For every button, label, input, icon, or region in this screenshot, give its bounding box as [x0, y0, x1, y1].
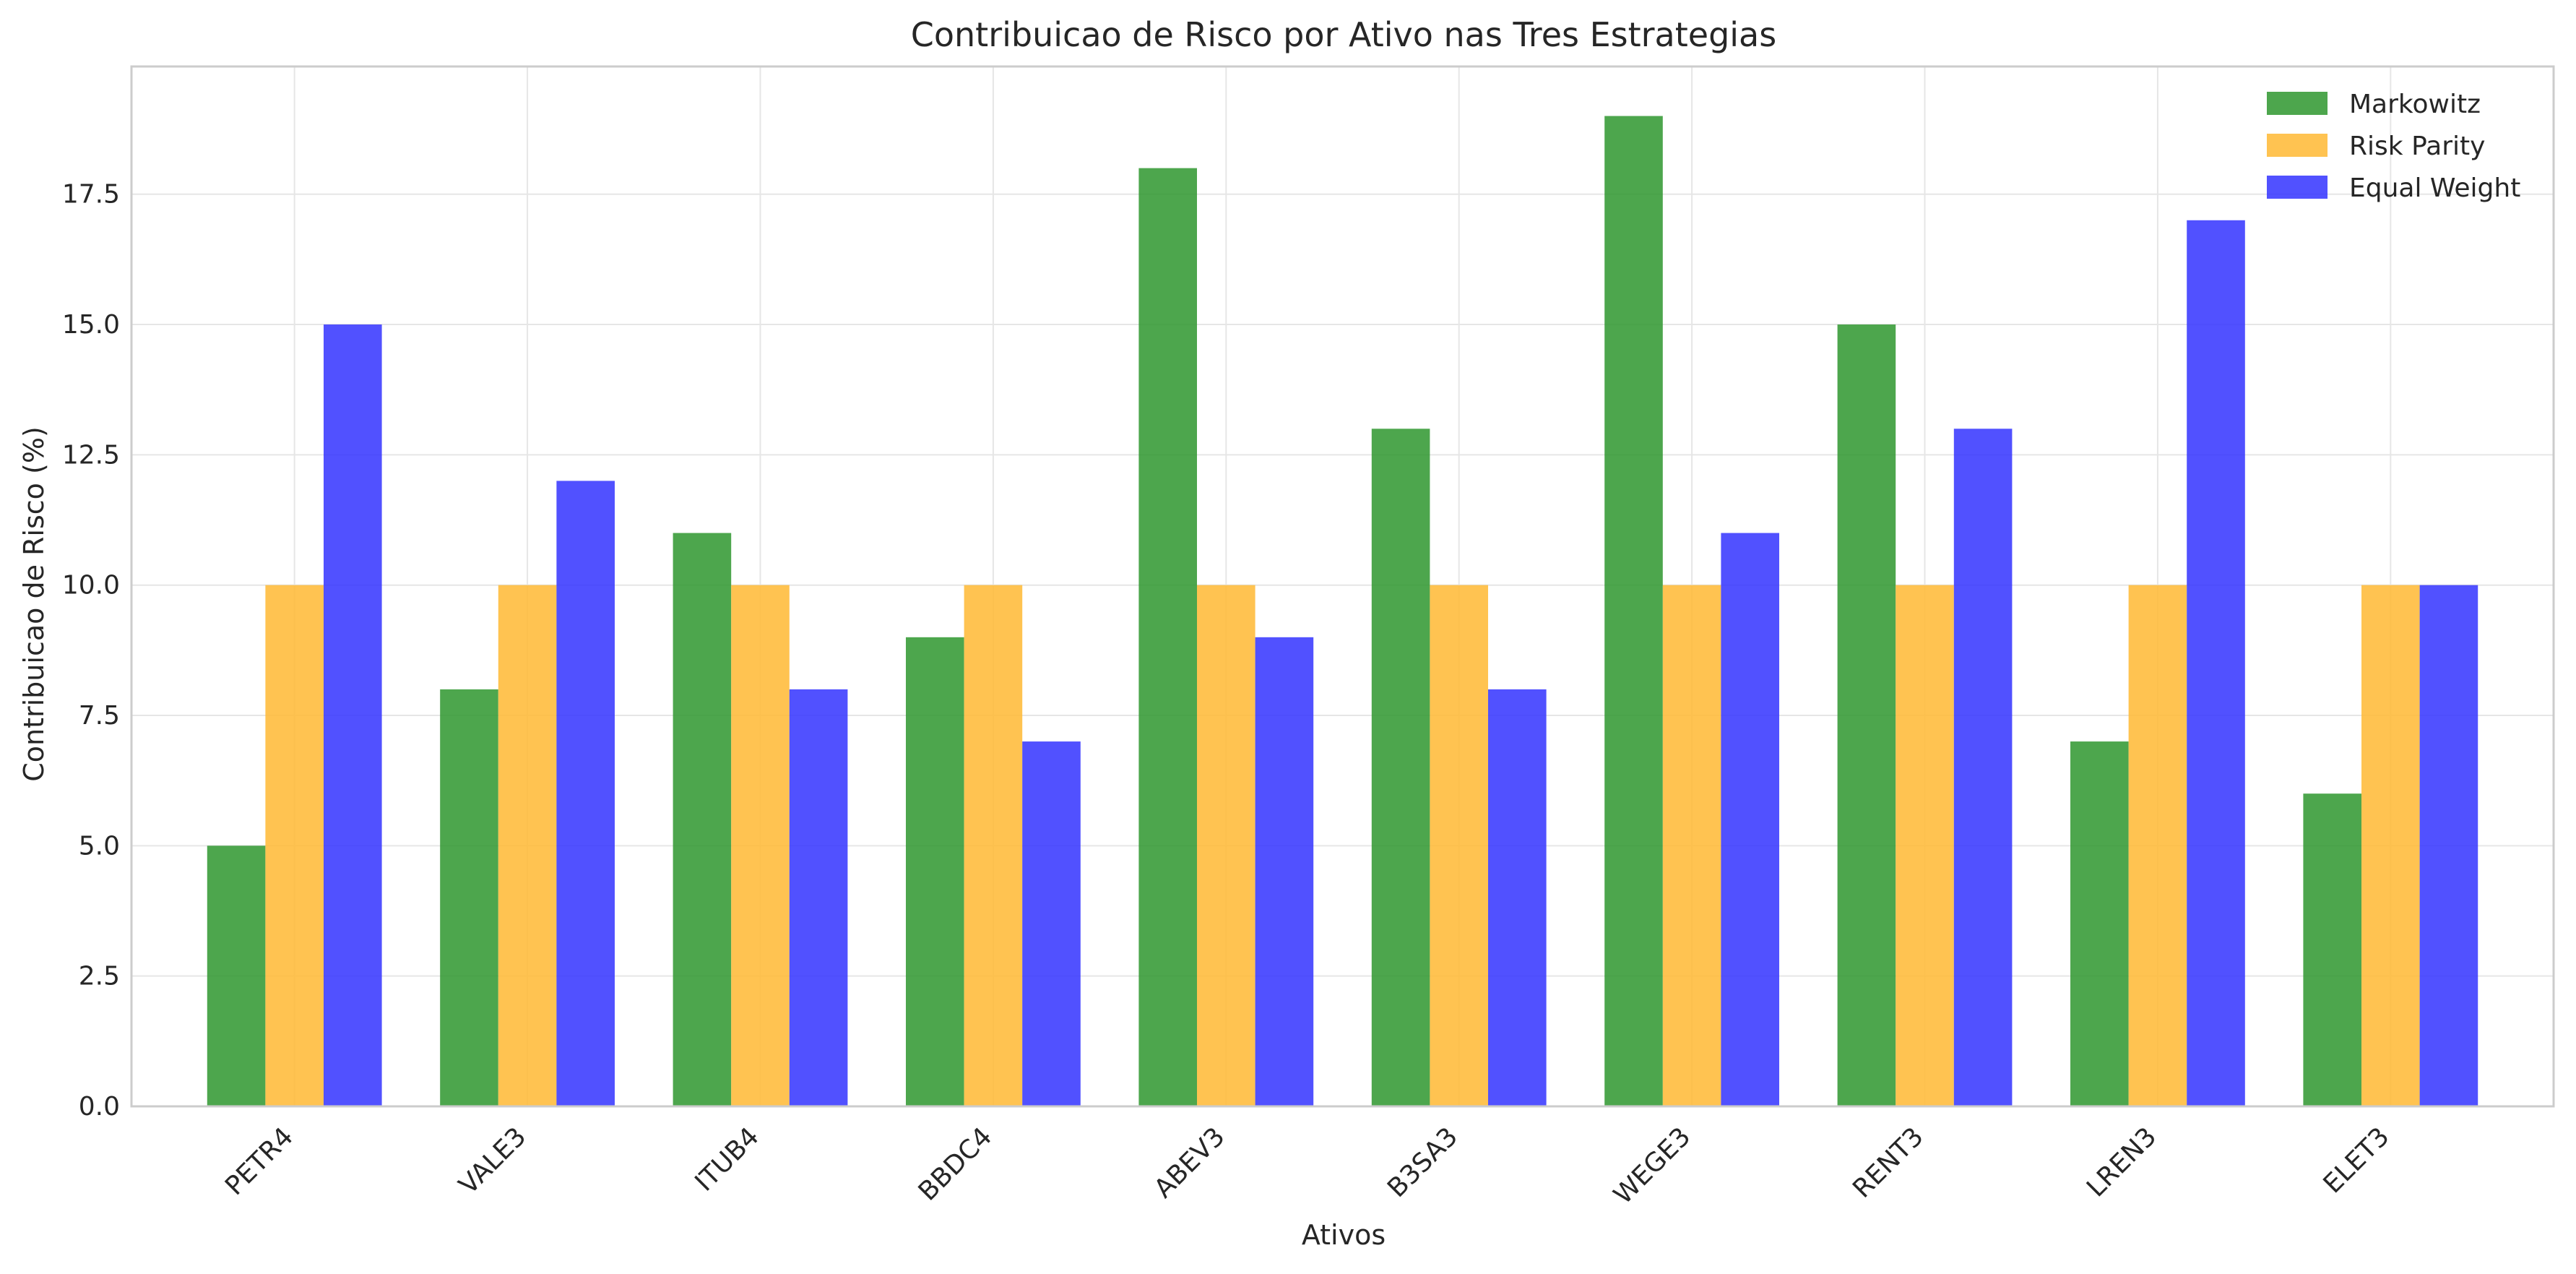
- bar-risk-parity-itub4: [731, 585, 790, 1106]
- x-tick-label: VALE3: [454, 1122, 532, 1200]
- x-axis-label: Ativos: [1302, 1219, 1386, 1251]
- bar-risk-parity-b3sa3: [1430, 585, 1489, 1106]
- x-tick-labels: PETR4 VALE3 ITUB4 BBDC4 ABEV3 B3SA3 WEGE3 RENT3…: [220, 1122, 2395, 1210]
- bar-equal-weight-elet3: [2419, 585, 2478, 1106]
- y-tick-label: 2.5: [79, 962, 120, 991]
- bar-markowitz-rent3: [1837, 324, 1896, 1106]
- x-tick-label: B3SA3: [1382, 1122, 1464, 1203]
- bar-risk-parity-petr4: [265, 585, 324, 1106]
- y-tick-label: 5.0: [79, 831, 120, 861]
- bar-equal-weight-rent3: [1953, 429, 2013, 1106]
- bar-markowitz-b3sa3: [1371, 429, 1430, 1106]
- x-tick-label: RENT3: [1847, 1122, 1929, 1204]
- x-tick-label: ELET3: [2318, 1122, 2395, 1199]
- y-tick-label: 7.5: [79, 701, 120, 731]
- bar-risk-parity-wege3: [1662, 585, 1721, 1106]
- chart-title: Contribuicao de Risco por Ativo nas Tres…: [911, 15, 1776, 54]
- y-tick-label: 15.0: [62, 310, 120, 340]
- legend-swatch: [2267, 92, 2328, 115]
- y-axis-label: Contribuicao de Risco (%): [18, 426, 50, 782]
- bar-markowitz-lren3: [2070, 741, 2129, 1106]
- bar-markowitz-bbdc4: [905, 637, 964, 1106]
- bar-risk-parity-lren3: [2128, 585, 2187, 1106]
- plot-frame: [130, 65, 2555, 1108]
- bar-equal-weight-vale3: [556, 481, 615, 1106]
- legend: Markowitz Risk Parity Equal Weight: [2267, 90, 2520, 203]
- y-tick-label: 12.5: [62, 440, 120, 470]
- bar-risk-parity-vale3: [498, 585, 557, 1106]
- x-tick-label: PETR4: [220, 1122, 299, 1201]
- bar-equal-weight-bbdc4: [1022, 741, 1081, 1106]
- x-tick-label: WEGE3: [1608, 1122, 1696, 1210]
- bar-equal-weight-lren3: [2187, 220, 2245, 1107]
- legend-swatch: [2267, 176, 2328, 199]
- bar-equal-weight-petr4: [323, 324, 382, 1106]
- bar-equal-weight-abev3: [1255, 637, 1314, 1106]
- y-tick-label: 10.0: [62, 571, 120, 601]
- bar-equal-weight-itub4: [789, 689, 848, 1106]
- bar-markowitz-vale3: [440, 689, 498, 1106]
- bars: [207, 116, 2478, 1107]
- bar-risk-parity-elet3: [2361, 585, 2420, 1106]
- bar-equal-weight-b3sa3: [1488, 689, 1547, 1106]
- x-tick-label: LREN3: [2081, 1122, 2162, 1202]
- legend-label: Risk Parity: [2349, 132, 2485, 161]
- bar-markowitz-itub4: [673, 533, 732, 1106]
- bar-risk-parity-rent3: [1896, 585, 1954, 1106]
- y-tick-label: 0.0: [79, 1092, 120, 1122]
- bar-markowitz-petr4: [207, 845, 266, 1106]
- legend-swatch: [2267, 134, 2328, 157]
- y-tick-label: 17.5: [62, 180, 120, 210]
- x-tick-label: ABEV3: [1149, 1122, 1231, 1204]
- bar-risk-parity-bbdc4: [964, 585, 1023, 1106]
- legend-label: Equal Weight: [2349, 173, 2520, 203]
- bar-equal-weight-wege3: [1721, 533, 1780, 1106]
- x-tick-label: ITUB4: [690, 1122, 765, 1197]
- bar-markowitz-elet3: [2303, 793, 2362, 1106]
- legend-label: Markowitz: [2349, 90, 2481, 119]
- y-tick-labels: 0.0 2.5 5.0 7.5 10.0 12.5 15.0 17.5: [62, 180, 120, 1122]
- bar-risk-parity-abev3: [1196, 585, 1255, 1106]
- x-tick-label: BBDC4: [913, 1122, 998, 1206]
- bar-markowitz-abev3: [1138, 168, 1197, 1106]
- bar-markowitz-wege3: [1604, 116, 1663, 1106]
